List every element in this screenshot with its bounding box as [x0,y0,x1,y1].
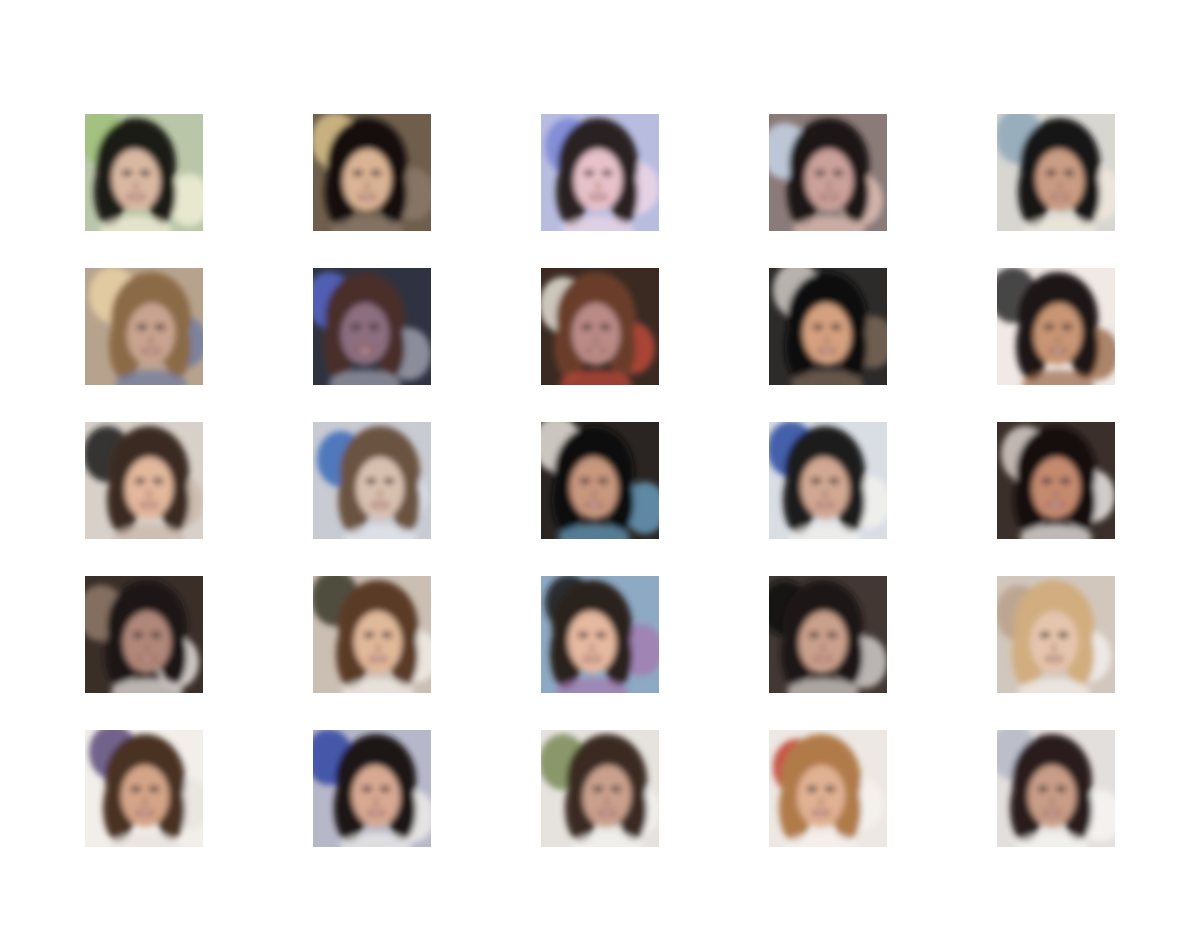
face-image [85,576,203,693]
face-image [541,730,659,847]
face-image [769,114,887,231]
face-image [997,576,1115,693]
face-image [769,268,887,385]
face-image [313,114,431,231]
face-image [85,730,203,847]
face-image [85,422,203,539]
face-image [85,268,203,385]
face-image [313,422,431,539]
face-image [313,730,431,847]
face-image [541,268,659,385]
face-image [313,576,431,693]
face-image [997,268,1115,385]
face-image [313,268,431,385]
face-image [85,114,203,231]
face-image [541,576,659,693]
face-image [997,730,1115,847]
generated-faces-grid [85,114,1115,847]
face-image [769,422,887,539]
face-image [997,422,1115,539]
face-image [541,114,659,231]
face-image [769,730,887,847]
face-image [769,576,887,693]
face-image [997,114,1115,231]
face-image [541,422,659,539]
